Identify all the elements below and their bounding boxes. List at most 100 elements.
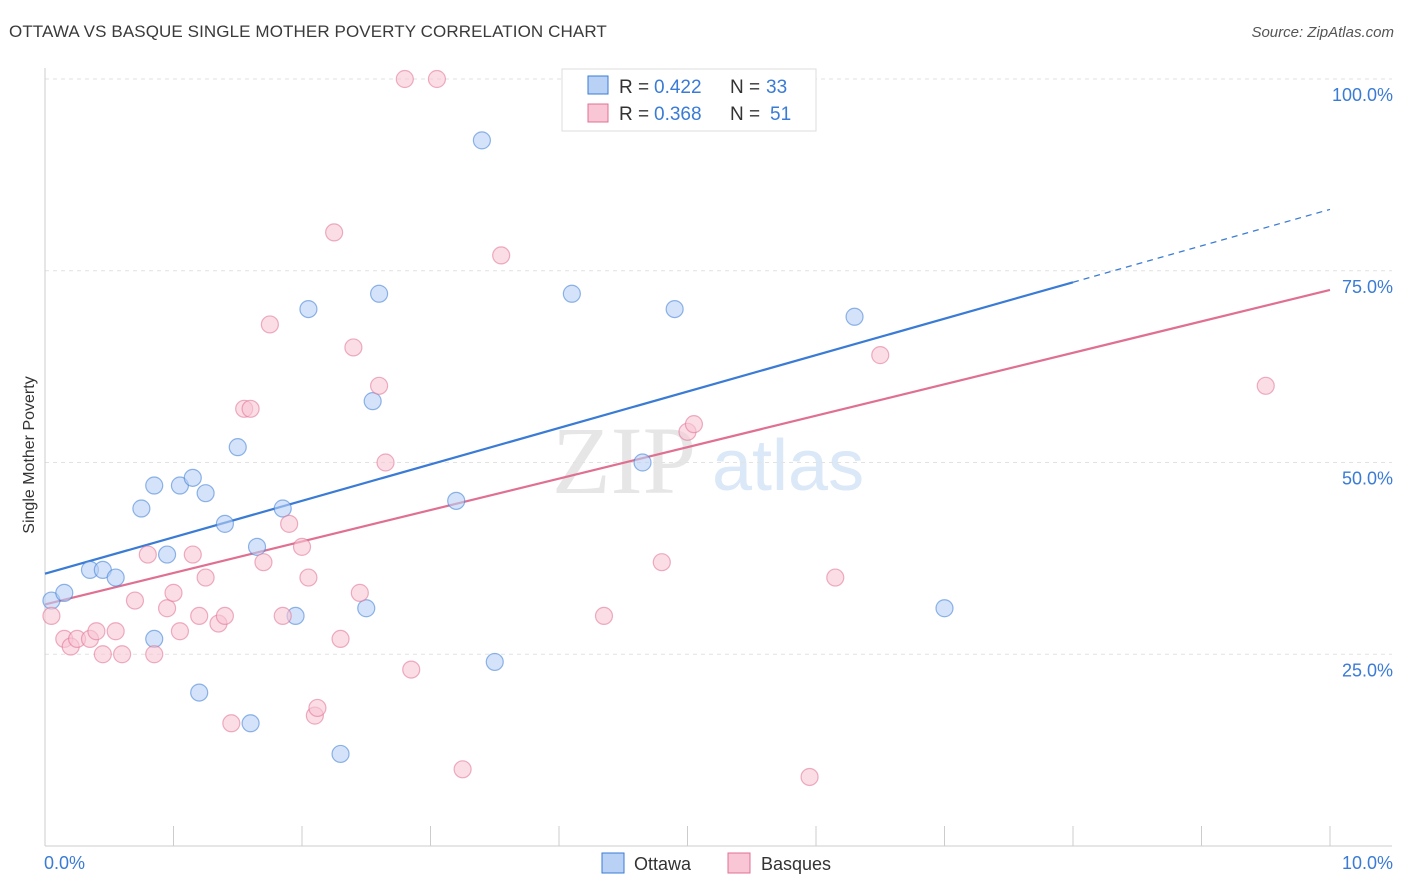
- point-basques-27: [292, 537, 312, 556]
- legend-r-value-ottawa: 0.422: [654, 77, 702, 98]
- legend-r-label-basques: R =: [619, 104, 649, 125]
- tick-labels: 25.0% 50.0% 75.0% 100.0% 0.0% 10.0%: [44, 85, 1393, 873]
- point-basques-7: [106, 622, 125, 641]
- point-basques-8: [112, 645, 132, 664]
- point-basques-30: [308, 698, 327, 718]
- point-basques-49: [871, 346, 890, 365]
- point-ottawa-4: [106, 568, 125, 587]
- point-ottawa-6: [157, 545, 177, 564]
- bottom-legend-label-basques: Basques: [761, 854, 831, 874]
- y-tick-label-3: 100.0%: [1332, 85, 1393, 105]
- bottom-legend-swatch-basques: [727, 852, 751, 874]
- bottom-legend: Ottawa Basques: [601, 852, 831, 874]
- point-basques-36: [376, 453, 395, 472]
- trend-line-ottawa: [44, 281, 1074, 575]
- point-ottawa-15: [241, 714, 260, 733]
- chart-title: OTTAWA VS BASQUE SINGLE MOTHER POVERTY C…: [9, 22, 607, 41]
- point-ottawa-31: [935, 599, 954, 618]
- y-tick-label-0: 25.0%: [1342, 660, 1393, 680]
- point-ottawa-12: [190, 683, 209, 702]
- watermark: ZIP atlas: [552, 407, 864, 514]
- point-ottawa-24: [447, 491, 466, 510]
- point-ottawa-1: [55, 583, 74, 602]
- grid-lines: [45, 78, 1392, 655]
- point-ottawa-11: [145, 629, 164, 649]
- point-ottawa-30: [845, 307, 864, 326]
- point-ottawa-22: [363, 392, 382, 411]
- point-ottawa-23: [370, 284, 389, 303]
- x-tick-label-1: 10.0%: [1342, 853, 1393, 873]
- legend-r-label-ottawa: R =: [619, 77, 649, 98]
- point-basques-25: [273, 606, 292, 626]
- point-basques-23: [254, 553, 273, 572]
- point-ottawa-19: [299, 300, 318, 319]
- axes: [44, 68, 1392, 847]
- point-ottawa-14: [228, 438, 247, 457]
- point-basques-22: [241, 399, 260, 418]
- point-ottawa-17: [273, 499, 292, 518]
- point-ottawa-13: [215, 514, 234, 533]
- point-basques-31: [325, 223, 344, 242]
- point-basques-0: [42, 606, 61, 626]
- point-basques-43: [652, 553, 671, 572]
- point-basques-6: [93, 645, 112, 664]
- point-ottawa-5: [132, 499, 151, 518]
- point-ottawa-29: [665, 300, 684, 319]
- point-basques-48: [826, 568, 845, 587]
- source-credit: Source: ZipAtlas.com: [1251, 24, 1394, 41]
- point-basques-50: [1256, 376, 1275, 395]
- point-ottawa-28: [633, 453, 652, 472]
- watermark-atlas: atlas: [712, 426, 864, 506]
- point-basques-17: [196, 568, 215, 587]
- point-basques-16: [190, 606, 209, 626]
- point-basques-9: [125, 591, 145, 610]
- point-basques-14: [170, 622, 190, 641]
- point-basques-24: [260, 315, 279, 334]
- y-tick-label-1: 50.0%: [1342, 469, 1393, 489]
- point-basques-20: [222, 714, 241, 733]
- legend-swatch-ottawa: [587, 75, 609, 95]
- point-ottawa-7: [145, 476, 164, 495]
- point-basques-28: [299, 568, 318, 587]
- legend-swatch-basques: [587, 103, 609, 123]
- legend-r-value-basques: 0.368: [654, 104, 702, 125]
- point-basques-35: [370, 376, 389, 395]
- point-ottawa-9: [183, 468, 202, 487]
- legend-n-label-basques: N =: [730, 104, 760, 125]
- point-basques-13: [164, 583, 183, 602]
- point-basques-26: [280, 514, 299, 533]
- point-basques-19: [215, 606, 234, 626]
- legend-n-label-ottawa: N =: [730, 77, 760, 98]
- point-basques-47: [800, 767, 819, 787]
- y-tick-label-2: 75.0%: [1342, 277, 1393, 297]
- point-basques-41: [492, 246, 511, 265]
- trend-line-extension-ottawa: [1072, 208, 1331, 283]
- point-basques-11: [145, 645, 164, 664]
- bottom-legend-label-ottawa: Ottawa: [634, 854, 692, 874]
- point-basques-12: [157, 599, 177, 618]
- point-basques-33: [344, 338, 363, 357]
- point-basques-42: [594, 606, 614, 626]
- point-ottawa-20: [331, 744, 350, 764]
- point-ottawa-16: [247, 537, 267, 556]
- legend: R = 0.422 N = 33 R = 0.368 N = 51: [561, 68, 817, 132]
- y-axis-label: Single Mother Poverty: [21, 376, 38, 533]
- point-basques-39: [427, 69, 447, 89]
- x-tick-label-0: 0.0%: [44, 853, 85, 873]
- point-basques-45: [684, 415, 704, 434]
- point-basques-15: [183, 545, 202, 564]
- point-basques-37: [395, 69, 414, 89]
- point-basques-5: [87, 622, 106, 641]
- point-ottawa-25: [472, 131, 491, 150]
- point-basques-32: [331, 629, 350, 649]
- legend-n-value-ottawa: 33: [766, 77, 787, 98]
- watermark-zip: ZIP: [552, 407, 696, 514]
- point-ottawa-27: [562, 284, 581, 303]
- point-ottawa-26: [485, 652, 504, 672]
- legend-n-value-basques: 51: [770, 104, 791, 125]
- point-basques-38: [402, 660, 421, 679]
- bottom-legend-swatch-ottawa: [601, 852, 625, 874]
- point-basques-10: [138, 545, 157, 564]
- point-basques-34: [350, 583, 369, 602]
